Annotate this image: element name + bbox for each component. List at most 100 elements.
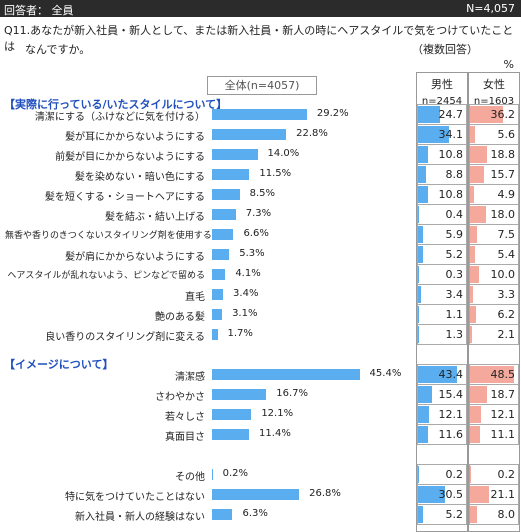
female-value-label: 7.5 [497, 228, 516, 241]
female-value-bar [470, 246, 475, 263]
total-value-label: 16.7% [276, 388, 309, 399]
total-value-label: 11.5% [259, 168, 292, 179]
female-value-bar [470, 146, 487, 163]
male-value-cell: 3.4 [417, 284, 467, 305]
female-value-bar [470, 486, 489, 503]
total-value-label: 4.1% [235, 268, 261, 279]
male-value-label: 11.6 [438, 428, 464, 441]
female-value-bar [470, 226, 477, 243]
male-value-bar [418, 186, 428, 203]
total-value-label: 0.2% [222, 468, 249, 479]
female-value-label: 8.0 [497, 508, 516, 521]
female-value-cell: 4.9 [469, 184, 519, 205]
female-value-label: 6.2 [497, 308, 516, 321]
female-value-label: 12.1 [490, 408, 516, 421]
female-value-bar [470, 306, 476, 323]
male-value-cell: 1.1 [417, 304, 467, 325]
male-value-cell: 0.4 [417, 204, 467, 225]
male-value-cell: 10.8 [417, 184, 467, 205]
male-value-label: 3.4 [445, 288, 464, 301]
male-value-bar [418, 386, 432, 403]
male-column-header: 男性 [431, 78, 453, 91]
female-value-cell: 18.7 [469, 384, 519, 405]
male-value-label: 12.1 [438, 408, 464, 421]
male-value-bar [418, 366, 458, 383]
respondent-header: 回答者： 全員 N=4,057 [0, 0, 521, 17]
male-value-cell: 1.3 [417, 324, 467, 345]
total-bar [212, 209, 236, 220]
female-value-bar [470, 266, 479, 283]
row-label: ヘアスタイルが乱れないよう、ピンなどで留める [7, 271, 205, 281]
total-series-label: 全体(n=4057) [207, 76, 317, 95]
female-value-bar [470, 386, 487, 403]
female-value-bar [470, 106, 503, 123]
total-value-label: 3.1% [232, 308, 258, 319]
male-value-bar [418, 326, 420, 343]
total-value-label: 12.1% [261, 408, 294, 419]
female-value-label: 3.3 [497, 288, 516, 301]
total-value-label: 5.3% [239, 248, 265, 259]
female-value-label: 5.6 [497, 128, 516, 141]
total-bar [212, 369, 360, 380]
female-value-cell: 18.8 [469, 144, 519, 165]
female-value-label: 2.1 [497, 328, 516, 341]
row-label: その他 [175, 472, 205, 483]
row-label: 髪を染めない・暗い色にする [74, 172, 205, 183]
female-value-bar [470, 326, 472, 343]
male-value-bar [418, 506, 423, 523]
row-label: 清潔感 [175, 372, 205, 383]
female-value-cell: 21.1 [469, 484, 519, 505]
female-value-cell: 8.0 [469, 504, 519, 525]
male-value-label: 43.4 [438, 368, 464, 381]
female-value-label: 48.5 [490, 368, 516, 381]
male-value-label: 5.2 [445, 508, 464, 521]
total-bar [212, 149, 258, 160]
female-value-cell: 6.2 [469, 304, 519, 325]
row-label: 前髪が目にかからないようにする [55, 152, 205, 163]
row-label: 新入社員・新人の経験はない [75, 512, 205, 523]
row-label: 特に気をつけていたことはない [65, 492, 205, 503]
total-value-label: 3.4% [233, 288, 259, 299]
male-value-bar [418, 266, 419, 283]
total-value-label: 6.6% [243, 228, 269, 239]
total-bar [212, 289, 224, 300]
row-label: 艶のある髪 [155, 312, 205, 323]
female-column-header: 女性 [483, 78, 505, 91]
male-value-label: 24.7 [438, 108, 464, 121]
section-image-heading: 【イメージについて】 [4, 358, 114, 371]
male-value-bar [418, 466, 419, 483]
female-value-cell: 48.5 [469, 364, 519, 385]
male-value-cell: 8.8 [417, 164, 467, 185]
male-value-label: 30.5 [438, 488, 464, 501]
total-bar [212, 329, 218, 340]
unit-label: % [503, 58, 514, 71]
total-value-label: 45.4% [369, 368, 402, 379]
male-value-bar [418, 306, 419, 323]
female-value-label: 36.2 [490, 108, 516, 121]
total-value-label: 22.8% [296, 128, 328, 139]
total-value-label: 14.0% [267, 148, 300, 159]
male-value-label: 0.2 [445, 468, 464, 481]
row-label: 清潔にする（ふけなどに気を付ける） [34, 112, 205, 123]
male-value-cell: 5.2 [417, 504, 467, 525]
male-value-label: 1.3 [445, 328, 464, 341]
total-bar [212, 489, 300, 500]
total-bar [212, 309, 223, 320]
male-value-bar [418, 226, 424, 243]
female-value-cell: 7.5 [469, 224, 519, 245]
female-sample-size: n=1603 [473, 96, 515, 107]
female-value-label: 15.7 [490, 168, 516, 181]
row-label: 無香や香りのきつくないスタイリング剤を使用する [5, 231, 212, 241]
question-text-line1: Q11.あなたが新入社員・新人として、または新入社員・新人の時にヘアスタイルで気… [4, 24, 514, 53]
row-label: 若々しさ [165, 412, 205, 423]
total-bar [212, 409, 252, 420]
section-practice-heading: 【実際に行っている/いたスタイルについて】 [4, 98, 228, 111]
female-value-cell: 12.1 [469, 404, 519, 425]
male-value-label: 0.3 [445, 268, 464, 281]
female-value-cell: 10.0 [469, 264, 519, 285]
male-value-bar [418, 426, 429, 443]
total-bar [212, 129, 287, 140]
total-bar [212, 229, 234, 240]
row-label: 髪が肩にかからないようにする [65, 252, 205, 263]
total-value-label: 29.2% [316, 108, 349, 119]
